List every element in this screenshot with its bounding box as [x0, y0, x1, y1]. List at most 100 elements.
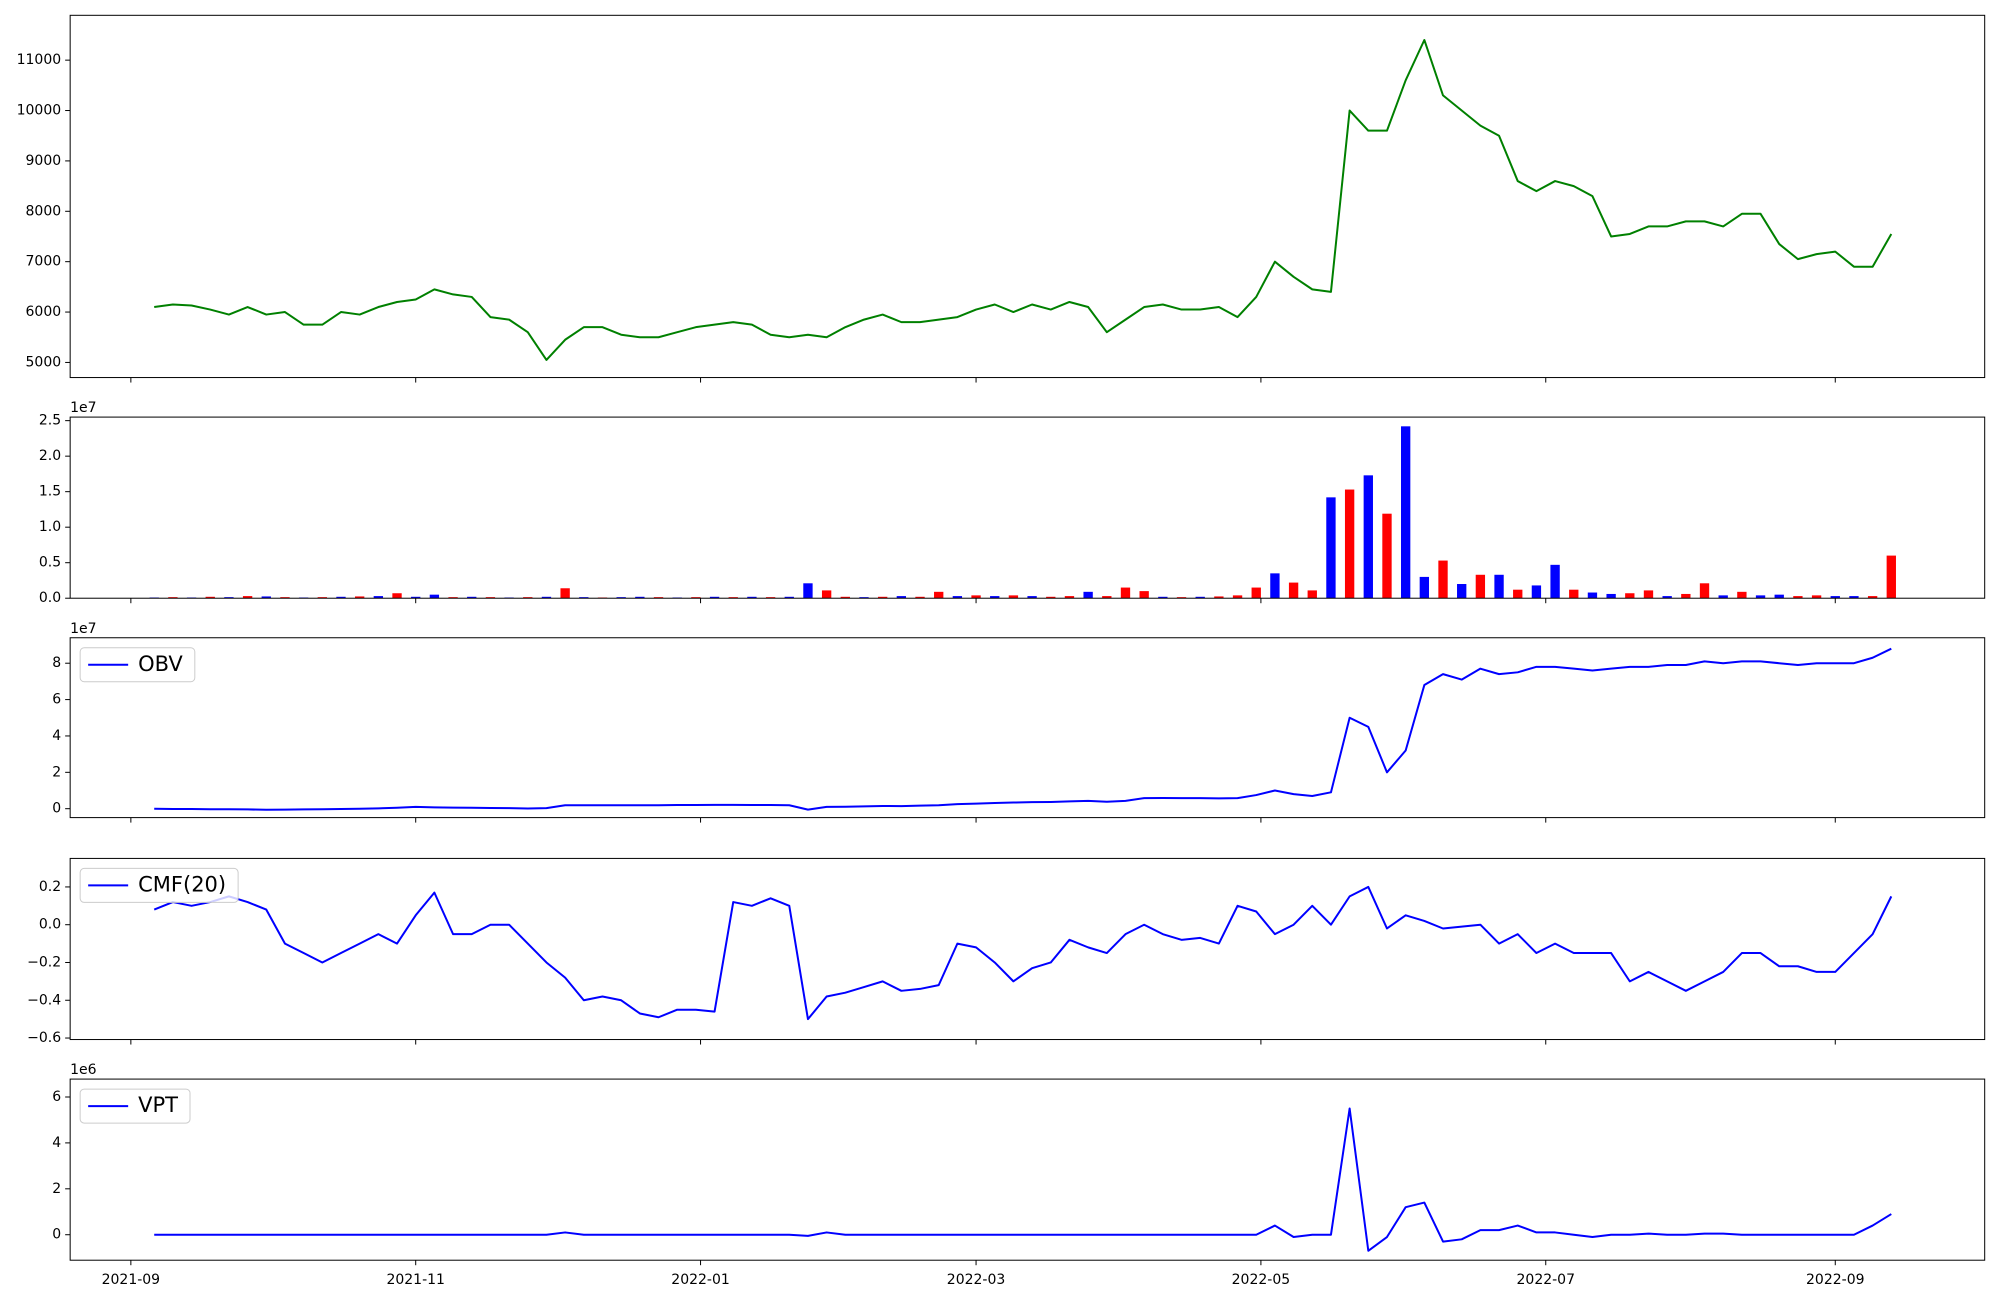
panel: 5000 6000 7000 8000 9000 10000 11000 — [17, 14, 1986, 383]
volume-bar — [1457, 584, 1467, 599]
volume-bar — [1886, 555, 1896, 599]
volume-bar — [765, 597, 776, 599]
volume-bar — [1288, 582, 1299, 599]
volume-bar — [915, 596, 925, 599]
y-tick-label: 8 — [52, 655, 61, 671]
y-tick-label: 8000 — [26, 203, 62, 219]
plot-frame — [69, 857, 1986, 1041]
volume-bar — [859, 597, 869, 599]
volume-bar — [1718, 595, 1728, 599]
panel: −0.6 −0.4 −0.2 0.0 0.2 CMF(20) — [27, 857, 1986, 1046]
volume-bar — [1606, 593, 1616, 599]
volume-bar — [1643, 590, 1654, 599]
x-tick-label: 2021-09 — [102, 1272, 161, 1288]
volume-bar — [1830, 596, 1840, 599]
legend-box — [79, 1088, 191, 1124]
volume-bar — [485, 597, 496, 599]
x-tick-label: 2022-07 — [1517, 1272, 1576, 1288]
y-tick-label: 6 — [52, 1089, 61, 1105]
volume-bar — [840, 596, 850, 599]
volume-bar — [560, 588, 570, 599]
volume-bar — [448, 597, 458, 599]
volume-bar — [579, 597, 589, 599]
volume-bar — [280, 597, 290, 599]
y-tick-label: 2 — [52, 764, 61, 780]
y-tick-label: 9000 — [26, 153, 62, 169]
y-tick-label: 10000 — [17, 103, 62, 119]
volume-bar — [1008, 595, 1019, 599]
y-tick-label: 4 — [52, 1135, 61, 1151]
y-tick-label: 0 — [52, 1227, 61, 1243]
volume-bar — [1550, 564, 1560, 599]
y-tick-label: 5000 — [26, 354, 62, 370]
volume-bar — [1363, 475, 1373, 599]
volume-bar — [1232, 595, 1243, 599]
volume-bar — [803, 583, 813, 599]
plot-frame — [69, 14, 1986, 379]
volume-bar — [224, 597, 234, 599]
volume-bar — [1755, 595, 1766, 599]
volume-bar — [1569, 589, 1579, 599]
y-tick-label: 0.5 — [39, 555, 61, 571]
volume-bar — [354, 596, 365, 599]
volume-bar — [1494, 574, 1504, 599]
volume-bar — [1046, 596, 1056, 599]
x-tick-label: 2022-03 — [947, 1272, 1006, 1288]
axis-offset-label: 1e7 — [70, 400, 96, 416]
axis-offset-label: 1e7 — [70, 621, 96, 637]
volume-bar — [1195, 596, 1205, 599]
volume-bar — [1214, 596, 1224, 599]
legend-label: VPT — [138, 1093, 178, 1117]
volume-bar — [784, 596, 794, 599]
volume-bar — [691, 597, 701, 599]
volume-bar — [1027, 596, 1037, 599]
volume-bar — [971, 595, 981, 599]
y-tick-label: 6000 — [26, 304, 62, 320]
volume-bar — [541, 596, 552, 599]
volume-bar — [1811, 595, 1822, 599]
x-tick-label: 2021-11 — [386, 1272, 445, 1288]
legend-label: CMF(20) — [138, 872, 226, 896]
x-tick-label: 2022-09 — [1806, 1272, 1865, 1288]
legend: CMF(20) — [79, 867, 239, 903]
volume-bar — [952, 596, 963, 599]
volume-bar — [1625, 593, 1635, 599]
volume-bar — [373, 596, 384, 599]
series-line — [153, 885, 1893, 1021]
plot-frame — [69, 637, 1986, 819]
y-tick-label: 1.5 — [39, 484, 61, 500]
volume-bar — [728, 597, 738, 599]
axis-offset-label: 1e6 — [70, 1062, 97, 1078]
volume-bar — [1158, 596, 1168, 599]
series-line — [154, 38, 1893, 361]
volume-bar — [1681, 593, 1691, 599]
volume-bar — [1120, 587, 1131, 599]
volume-bar — [1475, 574, 1486, 599]
panel: 0.0 0.5 1.0 1.5 2.0 2.5 1e7 — [39, 400, 1986, 606]
volume-bar — [1793, 596, 1803, 599]
volume-bar — [1307, 590, 1317, 599]
y-tick-label: −0.4 — [27, 992, 61, 1008]
plot-frame — [69, 1078, 1986, 1261]
legend-box — [79, 647, 196, 683]
series-line — [154, 1107, 1892, 1252]
y-tick-label: 0 — [52, 801, 61, 817]
volume-bar — [653, 597, 664, 599]
volume-bar — [336, 596, 346, 599]
volume-bar — [317, 597, 327, 599]
y-tick-label: 0.0 — [39, 590, 61, 606]
legend: OBV — [79, 647, 196, 683]
volume-bar — [1139, 591, 1149, 599]
volume-bar — [934, 591, 944, 599]
volume-bar — [1737, 591, 1747, 599]
volume-bar — [1382, 513, 1392, 599]
volume-bar — [467, 596, 477, 599]
volume-bar — [205, 596, 215, 599]
volume-bar — [411, 596, 421, 599]
volume-bar — [635, 596, 645, 599]
volume-bar — [990, 596, 1000, 599]
volume-bar — [1251, 587, 1261, 599]
panel: 0 2 4 6 1e6 2021-09 2021-11 2022-01 2022-03 2022-… — [52, 1062, 1986, 1288]
plot-frame — [69, 416, 1986, 599]
y-tick-label: −0.6 — [27, 1030, 61, 1046]
